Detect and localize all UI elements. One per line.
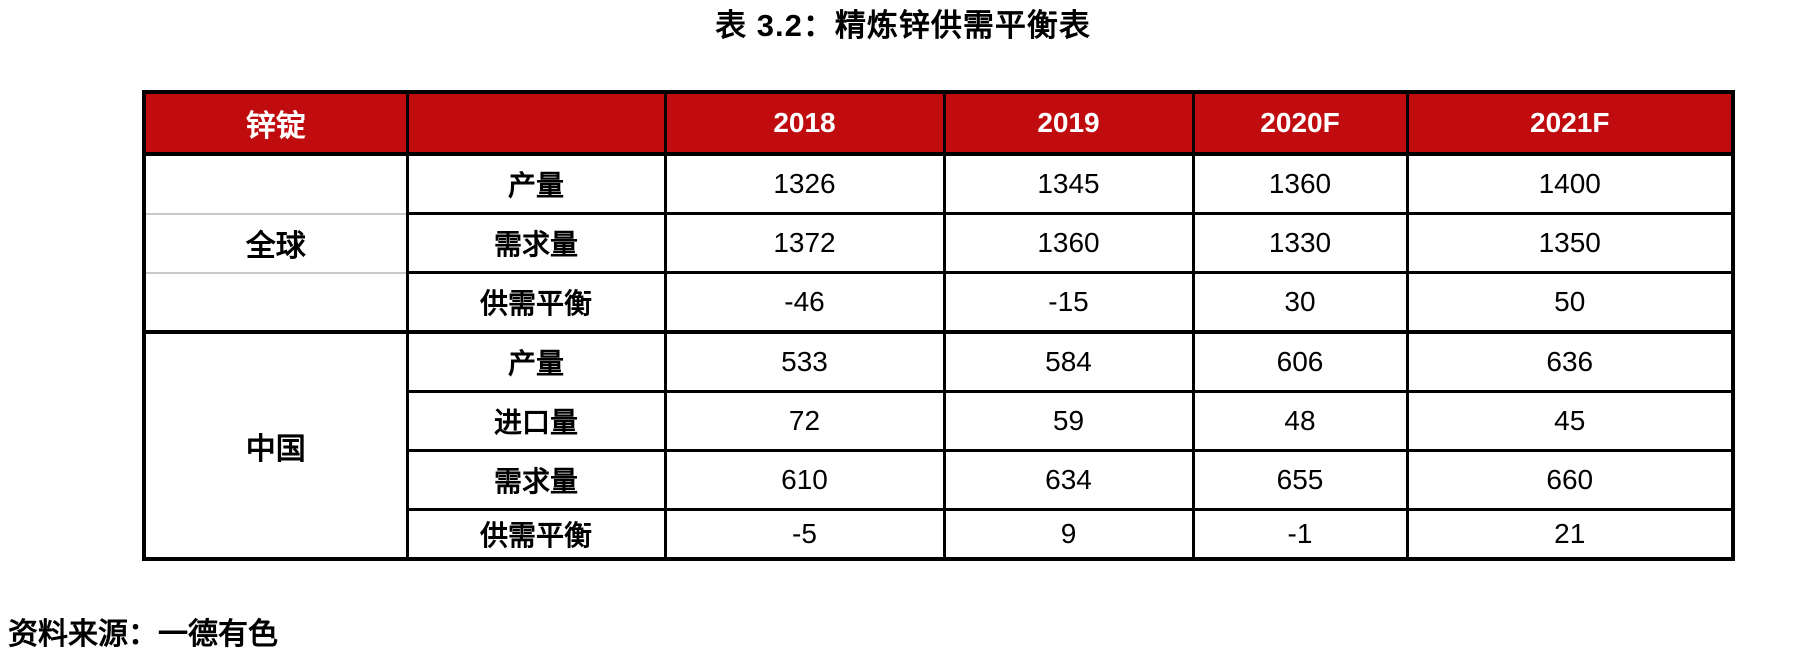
table-row-china-demand: 需求量 610 634 655 660: [144, 449, 1735, 511]
value-cell: 48: [1191, 390, 1409, 452]
group-cell-global: 全球: [142, 212, 409, 274]
value-cell: 636: [1405, 330, 1735, 393]
value-cell: 1350: [1405, 212, 1735, 274]
header-cell-year-2021f: 2021F: [1405, 90, 1735, 156]
table-row-global-production: 产量 1326 1345 1360 1400: [142, 152, 1735, 215]
value-cell: 655: [1191, 449, 1409, 511]
row-label-cell: 进口量: [405, 390, 667, 452]
row-label-cell: 需求量: [405, 212, 667, 274]
value-cell: 584: [942, 330, 1195, 393]
table-row-china-imports: 进口量 72 59 48 45: [144, 390, 1735, 452]
row-label-cell: 供需平衡: [405, 508, 667, 561]
value-cell: 1330: [1191, 212, 1409, 274]
header-cell-commodity: 锌锭: [142, 90, 409, 156]
value-cell: 30: [1191, 271, 1409, 334]
row-label-cell: 产量: [405, 330, 667, 393]
header-cell-year-2018: 2018: [663, 90, 946, 156]
value-cell: 9: [942, 508, 1195, 561]
table-row-china-balance: 供需平衡 -5 9 -1 21: [144, 508, 1735, 561]
table-header-row: 锌锭 2018 2019 2020F 2021F: [142, 90, 1735, 156]
group-cell-spacer: [142, 152, 409, 215]
header-cell-year-2019: 2019: [942, 90, 1195, 156]
row-label-cell: 产量: [405, 152, 667, 215]
table-row-china-production: 中国 产量 533 584 606 636: [142, 330, 1735, 561]
value-cell: 1400: [1405, 152, 1735, 215]
value-cell: 634: [942, 449, 1195, 511]
value-cell: 1360: [942, 212, 1195, 274]
value-cell: -1: [1191, 508, 1409, 561]
value-cell: 1372: [663, 212, 946, 274]
value-cell: 72: [663, 390, 946, 452]
header-cell-empty: [405, 90, 667, 156]
row-label-cell: 需求量: [405, 449, 667, 511]
group-cell-spacer: [142, 271, 409, 334]
table-row-global-demand: 全球 需求量 1372 1360 1330 1350: [142, 212, 1735, 274]
group-cell-china: 中国: [142, 330, 409, 561]
value-cell: -46: [663, 271, 946, 334]
value-cell: 533: [663, 330, 946, 393]
value-cell: 1326: [663, 152, 946, 215]
value-cell: 21: [1405, 508, 1735, 561]
table-row-global-balance: 供需平衡 -46 -15 30 50: [142, 271, 1735, 334]
value-cell: 610: [663, 449, 946, 511]
table-title: 表 3.2：精炼锌供需平衡表: [715, 8, 1091, 43]
source-note: 资料来源：一德有色: [8, 618, 278, 651]
value-cell: 45: [1405, 390, 1735, 452]
value-cell: 50: [1405, 271, 1735, 334]
value-cell: 59: [942, 390, 1195, 452]
value-cell: 660: [1405, 449, 1735, 511]
value-cell: -15: [942, 271, 1195, 334]
header-cell-year-2020f: 2020F: [1191, 90, 1409, 156]
value-cell: 1345: [942, 152, 1195, 215]
value-cell: 606: [1191, 330, 1409, 393]
value-cell: -5: [663, 508, 946, 561]
supply-demand-balance-table: 锌锭 2018 2019 2020F 2021F 产量 1326 1345 13…: [142, 90, 1735, 561]
value-cell: 1360: [1191, 152, 1409, 215]
row-label-cell: 供需平衡: [405, 271, 667, 334]
